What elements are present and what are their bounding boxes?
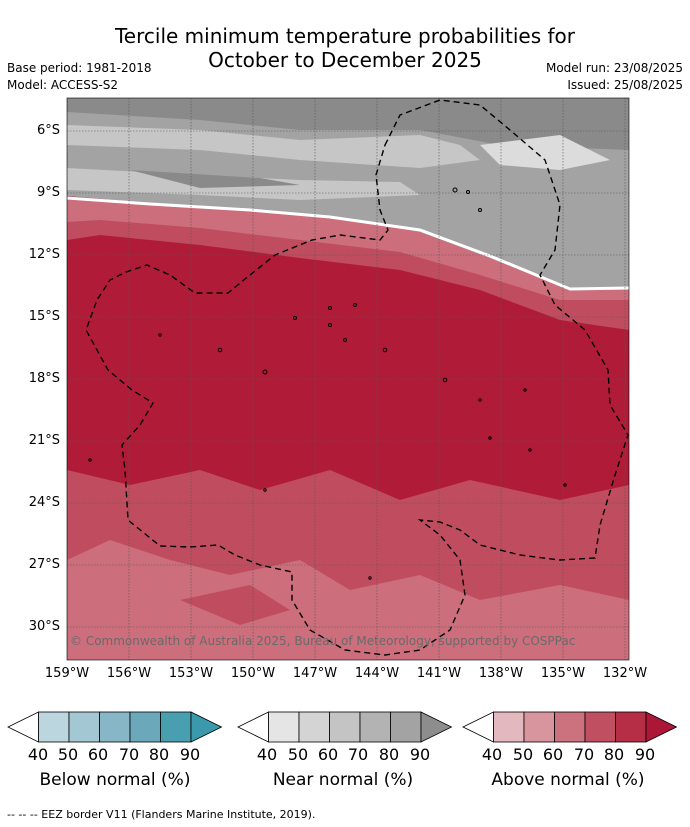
- legend-tick: 80: [378, 745, 400, 764]
- model-name: Model: ACCESS-S2: [7, 78, 119, 92]
- colorbar-low-arrow: [237, 711, 269, 743]
- colorbar-cell: [268, 711, 300, 743]
- graticule: [67, 98, 629, 660]
- probability-map: [66, 97, 630, 661]
- legend-caption-below: Below normal (%): [39, 770, 191, 790]
- colorbar-1: [237, 711, 453, 743]
- base-period: Base period: 1981-2018: [7, 61, 152, 75]
- legend-tick: 80: [603, 745, 625, 764]
- legend-tick: 90: [179, 745, 201, 764]
- legend-tick: 60: [542, 745, 564, 764]
- legend-tick: 40: [27, 745, 49, 764]
- lat-label: 18°S: [28, 371, 60, 386]
- colorbar-cell: [390, 711, 422, 743]
- legend-tick: 90: [409, 745, 431, 764]
- colorbar-cell: [38, 711, 70, 743]
- lat-label: 6°S: [36, 123, 60, 138]
- colorbar-cell: [615, 711, 647, 743]
- copyright-notice: © Commonwealth of Australia 2025, Bureau…: [70, 634, 576, 648]
- legend-colorbars: [7, 711, 678, 743]
- lat-label: 15°S: [28, 309, 60, 324]
- title-line-2: October to December 2025: [208, 48, 482, 72]
- lon-label: 144°W: [354, 666, 400, 681]
- colorbar-high-arrow: [645, 711, 678, 743]
- colorbar-cell: [584, 711, 616, 743]
- legend-caption-above: Above normal (%): [491, 770, 645, 790]
- colorbar-0: [7, 711, 223, 743]
- lon-label: 138°W: [478, 666, 524, 681]
- colorbar-low-arrow: [7, 711, 39, 743]
- lon-label: 150°W: [230, 666, 276, 681]
- colorbar-cell: [329, 711, 361, 743]
- lon-label: 147°W: [292, 666, 338, 681]
- lat-label: 21°S: [28, 433, 60, 448]
- issued-date: Issued: 25/08/2025: [567, 78, 683, 92]
- colorbar-2: [462, 711, 678, 743]
- colorbar-cell: [493, 711, 525, 743]
- colorbar-cell: [359, 711, 391, 743]
- legend-tick: 70: [118, 745, 140, 764]
- islands: [88, 187, 567, 580]
- colorbar-cell: [129, 711, 161, 743]
- colorbar-cell: [554, 711, 586, 743]
- eez-border: [85, 99, 629, 656]
- legend-tick: 40: [481, 745, 503, 764]
- legend-tick: 70: [573, 745, 595, 764]
- lat-label: 24°S: [28, 495, 60, 510]
- colorbar-high-arrow: [190, 711, 223, 743]
- lon-label: 135°W: [540, 666, 586, 681]
- legend-tick: 50: [57, 745, 79, 764]
- legend-tick: 50: [512, 745, 534, 764]
- legend-tick: 80: [148, 745, 170, 764]
- legend-tick: 60: [87, 745, 109, 764]
- meta-right: Model run: 23/08/2025 Issued: 25/08/2025: [546, 60, 683, 94]
- lat-label: 9°S: [36, 185, 60, 200]
- colorbar-cell: [298, 711, 330, 743]
- lat-label: 30°S: [28, 619, 60, 634]
- legend-tick: 70: [347, 745, 369, 764]
- eez-footnote: -- -- -- EEZ border V11 (Flanders Marine…: [7, 808, 316, 821]
- legend-tick: 60: [317, 745, 339, 764]
- lon-label: 156°W: [106, 666, 152, 681]
- map-fill: [67, 98, 629, 660]
- legend-tick: 50: [287, 745, 309, 764]
- lon-label: 153°W: [168, 666, 214, 681]
- colorbar-cell: [68, 711, 100, 743]
- map-title: Tercile minimum temperature probabilitie…: [0, 24, 690, 72]
- title-line-1: Tercile minimum temperature probabilitie…: [114, 24, 576, 48]
- lon-label: 141°W: [416, 666, 462, 681]
- lat-label: 27°S: [28, 557, 60, 572]
- lon-label: 159°W: [44, 666, 90, 681]
- meta-left: Base period: 1981-2018 Model: ACCESS-S2: [7, 60, 152, 94]
- legend-caption-near: Near normal (%): [272, 770, 414, 790]
- colorbar-cell: [99, 711, 131, 743]
- colorbar-low-arrow: [462, 711, 494, 743]
- colorbar-high-arrow: [420, 711, 453, 743]
- colorbar-cell: [160, 711, 192, 743]
- model-run: Model run: 23/08/2025: [545, 61, 683, 75]
- legend-tick: 40: [256, 745, 278, 764]
- lat-label: 12°S: [28, 247, 60, 262]
- lon-label: 132°W: [602, 666, 648, 681]
- colorbar-cell: [523, 711, 555, 743]
- legend-tick: 90: [634, 745, 656, 764]
